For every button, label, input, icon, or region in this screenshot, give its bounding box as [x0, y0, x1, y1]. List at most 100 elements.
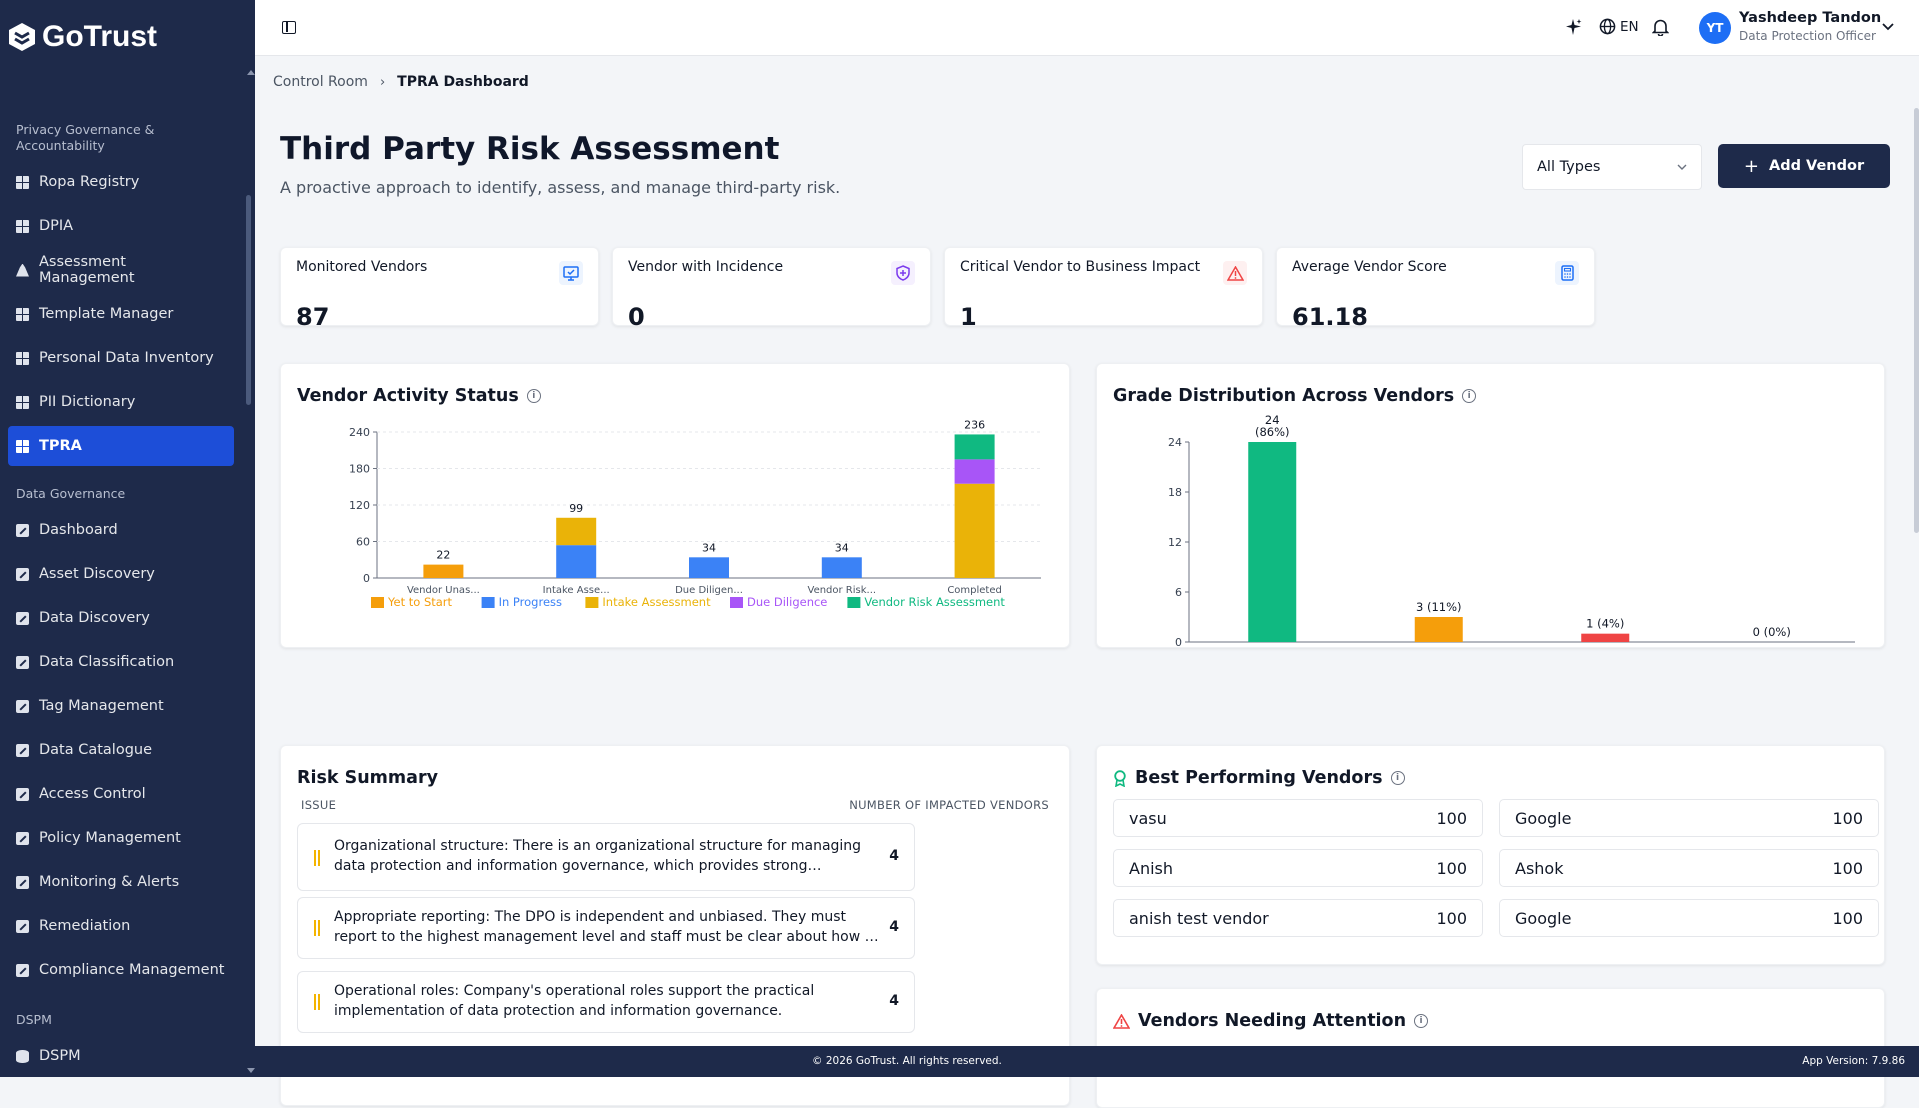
gotrust-logo[interactable]: GoTrust [8, 20, 157, 54]
type-filter-select[interactable]: All Types [1522, 144, 1702, 190]
bar-medium-grade[interactable] [1414, 617, 1463, 642]
bar-intake-assessment[interactable] [954, 483, 995, 578]
language-selector[interactable]: EN [1599, 18, 1639, 35]
sidebar-scrollbar[interactable] [246, 195, 251, 405]
bar-in-progress[interactable] [821, 557, 862, 578]
sidebar-item-label: Ropa Registry [39, 174, 140, 190]
sidebar-item-data-discovery[interactable]: Data Discovery [8, 598, 234, 638]
scroll-up-icon[interactable] [247, 70, 255, 75]
attention-title: Vendors Needing Attention i [1113, 1011, 1429, 1031]
kpi-card-average-vendor-score[interactable]: Average Vendor Score 61.18 [1276, 247, 1595, 331]
breadcrumb-parent[interactable]: Control Room [273, 74, 368, 90]
sparkle-icon[interactable] [1565, 18, 1583, 36]
user-role: Data Protection Officer [1739, 29, 1876, 43]
info-icon[interactable]: i [1414, 1014, 1429, 1028]
sidebar-item-label: DSPM [39, 1048, 81, 1064]
sidebar-item-label: Tag Management [39, 698, 164, 714]
grid-icon [16, 351, 29, 365]
bar-intake-assessment[interactable] [556, 517, 597, 546]
kpi-card-critical-vendor-to-business-impact[interactable]: Critical Vendor to Business Impact 1 [944, 247, 1263, 331]
kpi-value: 61.18 [1292, 303, 1368, 331]
legend-label[interactable]: Due Diligence [747, 595, 827, 609]
add-vendor-button[interactable]: + Add Vendor [1718, 144, 1890, 188]
sidebar-item-remediation[interactable]: Remediation [8, 906, 234, 946]
footer-copyright: © 2026 GoTrust. All rights reserved. [812, 1055, 1002, 1067]
sidebar-item-label: Monitoring & Alerts [39, 874, 180, 890]
best-vendors-title-text: Best Performing Vendors [1135, 768, 1383, 788]
y-tick-label: 0 [1175, 636, 1182, 649]
x-tick-label: Intake Asse... [543, 585, 610, 596]
info-icon[interactable]: i [1462, 389, 1477, 403]
edit-icon [16, 523, 29, 537]
legend-swatch[interactable] [481, 597, 495, 608]
sidebar-item-personal-data-inventory[interactable]: Personal Data Inventory [8, 338, 234, 378]
kpi-value: 87 [296, 303, 330, 331]
database-icon [16, 1049, 29, 1063]
main-scrollbar[interactable] [1914, 108, 1919, 533]
legend-swatch[interactable] [371, 597, 384, 608]
award-icon [1114, 769, 1126, 787]
sidebar-item-data-catalogue[interactable]: Data Catalogue [8, 730, 234, 770]
bar-in-progress[interactable] [556, 545, 597, 578]
bar-vendor-risk-assessment[interactable] [954, 434, 995, 460]
bar-due-diligence[interactable] [954, 459, 995, 484]
sidebar-item-dashboard[interactable]: Dashboard [8, 510, 234, 550]
sidebar-item-tag-management[interactable]: Tag Management [8, 686, 234, 726]
grade-distribution-title-text: Grade Distribution Across Vendors [1113, 386, 1455, 406]
vendor-activity-panel: Vendor Activity Status i 0 60 120 180 240 22 Ve… [280, 363, 1070, 648]
bell-icon[interactable] [1652, 18, 1669, 36]
chevron-down-icon[interactable] [1882, 23, 1894, 31]
legend-swatch[interactable] [585, 597, 599, 608]
sidebar-item-access-control[interactable]: Access Control [8, 774, 234, 814]
sidebar-item-pii-dictionary[interactable]: PII Dictionary [8, 382, 234, 422]
sidebar-item-compliance-management[interactable]: Compliance Management [8, 950, 234, 990]
risk-row[interactable]: Appropriate reporting: The DPO is indepe… [297, 897, 915, 959]
user-name[interactable]: Yashdeep Tandon [1739, 10, 1882, 26]
bar-low-grade[interactable] [1248, 442, 1297, 642]
legend-swatch[interactable] [730, 597, 743, 608]
risk-row[interactable]: Operational roles: Company's operational… [297, 971, 915, 1033]
vendor-item[interactable]: Google 100 [1499, 799, 1879, 837]
sidebar-item-assessment-management[interactable]: Assessment Management [8, 250, 234, 290]
legend-label[interactable]: Vendor Risk Assessment [864, 595, 1005, 609]
bar-yet-to-start[interactable] [423, 564, 464, 578]
avatar[interactable]: YT [1699, 12, 1731, 44]
sidebar-item-ropa-registry[interactable]: Ropa Registry [8, 162, 234, 202]
nav-group-data-governance: Data Governance [16, 486, 126, 501]
legend-label[interactable]: Intake Assessment [602, 595, 711, 609]
sidebar-item-asset-discovery[interactable]: Asset Discovery [8, 554, 234, 594]
footer: © 2026 GoTrust. All rights reserved. App… [255, 1046, 1919, 1077]
edit-icon [16, 831, 29, 845]
risk-summary-panel: Risk Summary ISSUE NUMBER OF IMPACTED VE… [280, 745, 1070, 1106]
info-icon[interactable]: i [526, 389, 541, 403]
sidebar-item-dpia[interactable]: DPIA [8, 206, 234, 246]
risk-count: 4 [889, 993, 899, 1009]
legend-label[interactable]: Yet to Start [387, 595, 453, 609]
sidebar-item-policy-management[interactable]: Policy Management [8, 818, 234, 858]
vendor-item[interactable]: Ashok 100 [1499, 849, 1879, 887]
info-icon[interactable]: i [1390, 771, 1405, 785]
vendor-item[interactable]: anish test vendor 100 [1113, 899, 1483, 937]
calculator-icon [1555, 261, 1579, 285]
y-tick-label: 12 [1168, 536, 1182, 549]
bar-high-grade[interactable] [1581, 633, 1630, 642]
sidebar-toggle-icon[interactable] [282, 21, 296, 34]
vendor-item[interactable]: vasu 100 [1113, 799, 1483, 837]
sidebar-item-template-manager[interactable]: Template Manager [8, 294, 234, 334]
bar-total-label: 22 [436, 549, 450, 562]
legend-label[interactable]: In Progress [499, 595, 562, 609]
scroll-down-icon[interactable] [247, 1068, 255, 1073]
sidebar-item-monitoring-alerts[interactable]: Monitoring & Alerts [8, 862, 234, 902]
sidebar-item-dspm[interactable]: DSPM [8, 1036, 234, 1076]
vendor-item[interactable]: Anish 100 [1113, 849, 1483, 887]
bar-value-label: 24 [1265, 413, 1280, 427]
sidebar-item-data-classification[interactable]: Data Classification [8, 642, 234, 682]
sidebar-item-tpra[interactable]: TPRA [8, 426, 234, 466]
risk-row[interactable]: Organizational structure: There is an or… [297, 823, 915, 891]
vendor-item[interactable]: Google 100 [1499, 899, 1879, 937]
legend-swatch[interactable] [847, 597, 861, 608]
kpi-card-vendor-with-incidence[interactable]: Vendor with Incidence 0 [612, 247, 931, 331]
kpi-card-monitored-vendors[interactable]: Monitored Vendors 87 [280, 247, 599, 331]
bar-in-progress[interactable] [689, 557, 729, 578]
monitor-icon [559, 261, 583, 285]
